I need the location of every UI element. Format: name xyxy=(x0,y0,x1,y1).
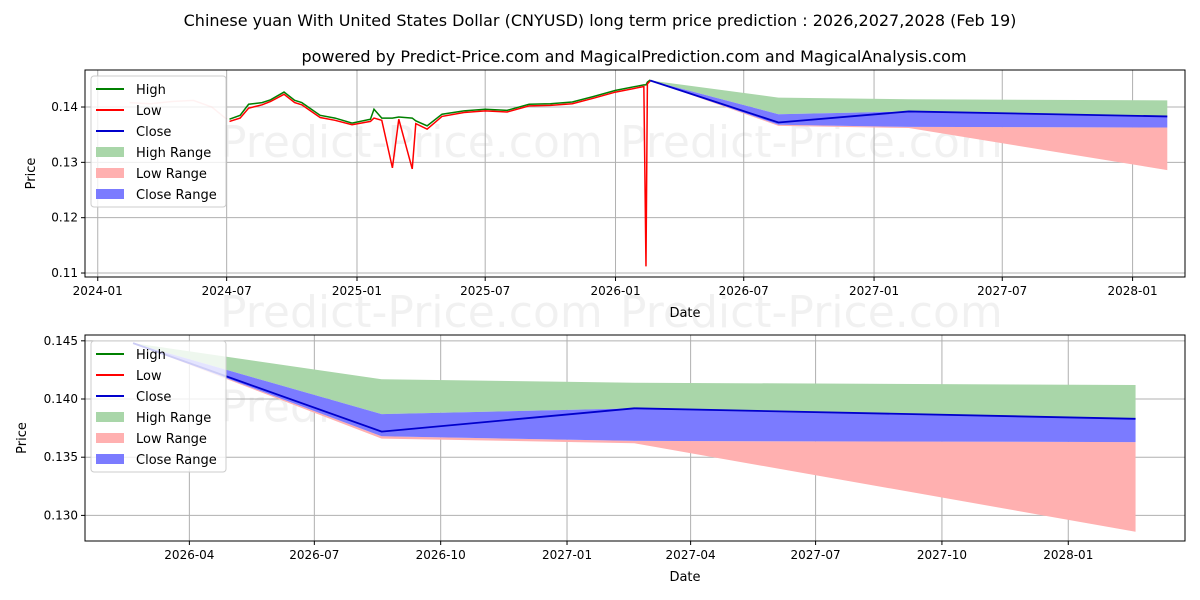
close-line xyxy=(132,342,1136,433)
axes-1: Predict-Price.com Predict-Price.com Predic… xyxy=(24,69,1186,338)
high-range-band xyxy=(133,343,1136,419)
x-tick-label: 2027-07 xyxy=(977,284,1027,298)
low-range-band xyxy=(133,343,1136,532)
y-tick-label: 0.11 xyxy=(51,266,78,280)
watermark: Predict-Price.com xyxy=(220,117,603,168)
y-tick-label: 0.12 xyxy=(51,211,78,225)
y-tick-label: 0.13 xyxy=(51,155,78,169)
legend: High Low Close High Range Low Range Close Ran… xyxy=(90,75,227,208)
low-line xyxy=(229,80,651,267)
x-tick-label: 2027-01 xyxy=(542,548,592,562)
chart-title: Chinese yuan With United States Dollar (… xyxy=(184,11,1017,30)
x-tick-label: 2026-01 xyxy=(590,284,640,298)
legend-label: High xyxy=(136,83,166,98)
watermark: Predict-Price.com xyxy=(620,287,1003,338)
x-tick-label: 2028-01 xyxy=(1108,284,1158,298)
legend: High Low Close High Range Low Range Close Ran… xyxy=(90,340,227,473)
legend-label: Low Range xyxy=(136,432,207,447)
x-tick-label: 2025-01 xyxy=(332,284,382,298)
axes-2: Predict-Price.comPredict-Price.com2026-0… xyxy=(15,334,1186,585)
legend-label: High Range xyxy=(136,411,211,426)
x-tick-label: 2026-07 xyxy=(719,284,769,298)
x-axis-label: Date xyxy=(669,570,700,585)
legend-label: Low xyxy=(136,369,162,384)
axes-frame xyxy=(84,334,1186,542)
x-tick-label: 2028-01 xyxy=(1043,548,1093,562)
y-tick-label: 0.145 xyxy=(44,334,78,348)
y-tick-label: 0.140 xyxy=(44,392,78,406)
x-tick-label: 2026-10 xyxy=(416,548,466,562)
y-axis-label: Price xyxy=(15,422,30,454)
x-tick-label: 2026-04 xyxy=(164,548,214,562)
legend-swatch xyxy=(96,168,124,178)
x-tick-label: 2027-10 xyxy=(917,548,967,562)
high-range-band xyxy=(650,80,1168,117)
low-range-band xyxy=(650,80,1168,171)
legend-label: Low Range xyxy=(136,167,207,182)
high-line xyxy=(229,79,651,127)
legend-swatch xyxy=(96,189,124,199)
y-tick-label: 0.135 xyxy=(44,450,78,464)
x-tick-label: 2027-07 xyxy=(791,548,841,562)
legend-label: Close xyxy=(136,125,171,140)
y-tick-label: 0.130 xyxy=(44,508,78,522)
legend-label: High Range xyxy=(136,146,211,161)
legend-swatch xyxy=(96,454,124,464)
x-tick-label: 2024-01 xyxy=(73,284,123,298)
y-axis-label: Price xyxy=(24,158,39,190)
watermark: Predict-Price.com xyxy=(220,287,603,338)
x-tick-label: 2025-07 xyxy=(460,284,510,298)
y-tick-label: 0.14 xyxy=(51,100,78,114)
axes-frame xyxy=(84,69,1186,278)
legend-swatch xyxy=(96,433,124,443)
legend-label: Low xyxy=(136,104,162,119)
close-range-band xyxy=(133,343,1136,443)
close-line xyxy=(649,79,1168,124)
x-tick-label: 2024-07 xyxy=(202,284,252,298)
legend-swatch xyxy=(96,412,124,422)
legend-swatch xyxy=(96,147,124,157)
legend-label: Close Range xyxy=(136,453,217,468)
x-tick-label: 2026-07 xyxy=(289,548,339,562)
x-tick-label: 2027-01 xyxy=(849,284,899,298)
legend-label: Close xyxy=(136,390,171,405)
x-tick-label: 2027-04 xyxy=(666,548,716,562)
legend-label: Close Range xyxy=(136,188,217,203)
x-axis-label: Date xyxy=(669,306,700,321)
legend-label: High xyxy=(136,348,166,363)
close-range-band xyxy=(650,80,1168,128)
chart-subtitle: powered by Predict-Price.com and Magical… xyxy=(301,47,966,66)
